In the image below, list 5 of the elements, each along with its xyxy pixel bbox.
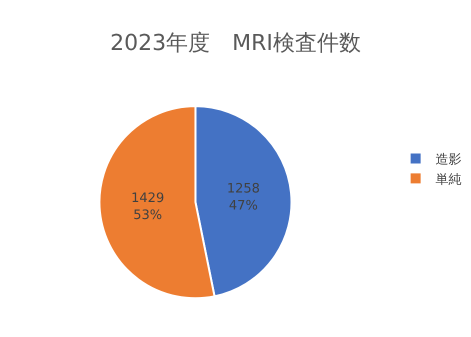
legend-label: 造影 [436,152,462,168]
data-label: 1258 47% [226,181,260,214]
data-label: 1429 53% [131,191,164,223]
legend-label: 単純 [436,172,462,188]
chart-title: 2023年度 MRI検査件数 [110,30,361,56]
